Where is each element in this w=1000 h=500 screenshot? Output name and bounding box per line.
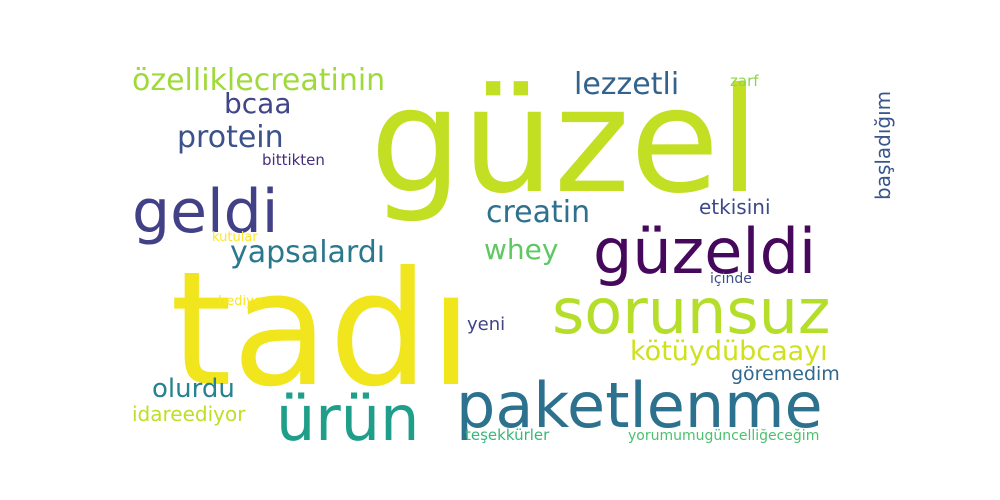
word-kotuydubcaayi: kötüydübcaayı [630, 336, 828, 367]
word-tadi: tadı [170, 238, 473, 422]
word-zarf: zarf [730, 72, 759, 90]
word-olurdu: olurdu [152, 374, 235, 404]
word-whey: whey [484, 233, 558, 266]
word-sorunsuz: sorunsuz [552, 275, 830, 348]
word-bittikten: bittikten [262, 151, 325, 169]
word-etkisini: etkisini [699, 195, 771, 219]
word-bcaa: bcaa [224, 87, 291, 120]
word-yeni: yeni [467, 314, 505, 335]
word-basladigim: başladığım [871, 91, 895, 200]
word-guzel: güzel [370, 57, 760, 226]
word-kutular: kutular [212, 230, 258, 245]
word-goremedim: göremedim [731, 363, 840, 385]
word-ozelliklecreatinin: özelliklecreatinin [132, 63, 385, 98]
word-guzeldi: güzeldi [593, 215, 816, 288]
word-creatin: creatin [486, 195, 590, 230]
word-tesekkurler: teşekkürler [465, 426, 550, 444]
word-icinde: içinde [710, 271, 752, 287]
word-hediye: hediye [218, 294, 262, 309]
word-urun: ürün [276, 382, 419, 455]
word-yapsalardi: yapsalardı [230, 235, 385, 270]
word-lezzetli: lezzetli [574, 67, 679, 102]
word-yorumumuguncelligecegim: yorumumugüncelliğeceğim [628, 428, 819, 444]
word-geldi: geldi [132, 177, 278, 247]
word-protein: protein [177, 120, 284, 155]
word-paketlenme: paketlenme [456, 369, 823, 442]
word-idareediyor: idareediyor [132, 402, 246, 426]
